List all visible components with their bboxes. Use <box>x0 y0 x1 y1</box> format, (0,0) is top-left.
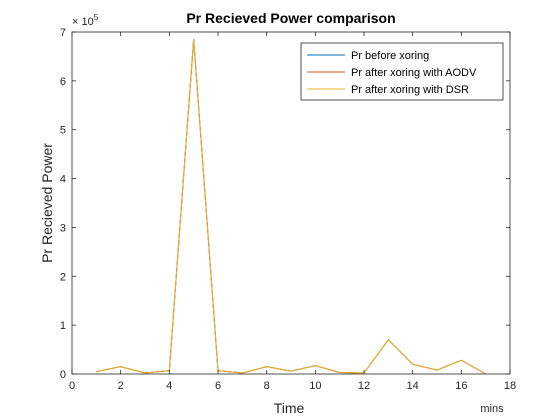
x-tick-label: 4 <box>166 380 172 392</box>
y-tick-label: 3 <box>60 222 66 234</box>
axes-box <box>71 31 511 375</box>
legend-label-2: Pr after xoring with AODV <box>351 67 477 79</box>
y-axis-label: Pr Recieved Power <box>39 143 55 263</box>
x-tick-label: 12 <box>358 380 370 392</box>
y-tick-label: 5 <box>60 125 66 137</box>
x-tick-label: 0 <box>69 380 75 392</box>
x-tick-label: 14 <box>407 380 419 392</box>
axes-layer <box>71 31 511 375</box>
x-axis-unit-annotation: mins <box>480 403 504 415</box>
x-tick-label: 8 <box>264 380 270 392</box>
legend: Pr before xoring Pr after xoring with AOD… <box>300 42 504 101</box>
y-exponent-base: × 10 <box>72 16 94 28</box>
x-tick-label: 2 <box>118 380 124 392</box>
y-axis-exponent-label: × 105 <box>72 13 99 28</box>
y-tick-label: 0 <box>60 369 66 381</box>
series-layer <box>96 39 486 375</box>
chart-title: Pr Recieved Power comparison <box>186 10 395 26</box>
x-tick-label: 10 <box>309 380 321 392</box>
x-tick-label: 6 <box>215 380 221 392</box>
series-line-3 <box>96 39 486 375</box>
y-tick-label: 7 <box>60 27 66 39</box>
y-tick-label: 2 <box>60 271 66 283</box>
x-axis-label: Time <box>274 400 305 416</box>
y-tick-label: 4 <box>60 174 66 186</box>
y-tick-label: 6 <box>60 76 66 88</box>
y-exponent-power: 5 <box>94 13 99 22</box>
y-tick-label: 1 <box>60 320 66 332</box>
legend-label-3: Pr after xoring with DSR <box>351 84 469 96</box>
x-tick-label: 16 <box>455 380 467 392</box>
legend-label-1: Pr before xoring <box>351 50 429 62</box>
x-tick-label: 18 <box>504 380 516 392</box>
